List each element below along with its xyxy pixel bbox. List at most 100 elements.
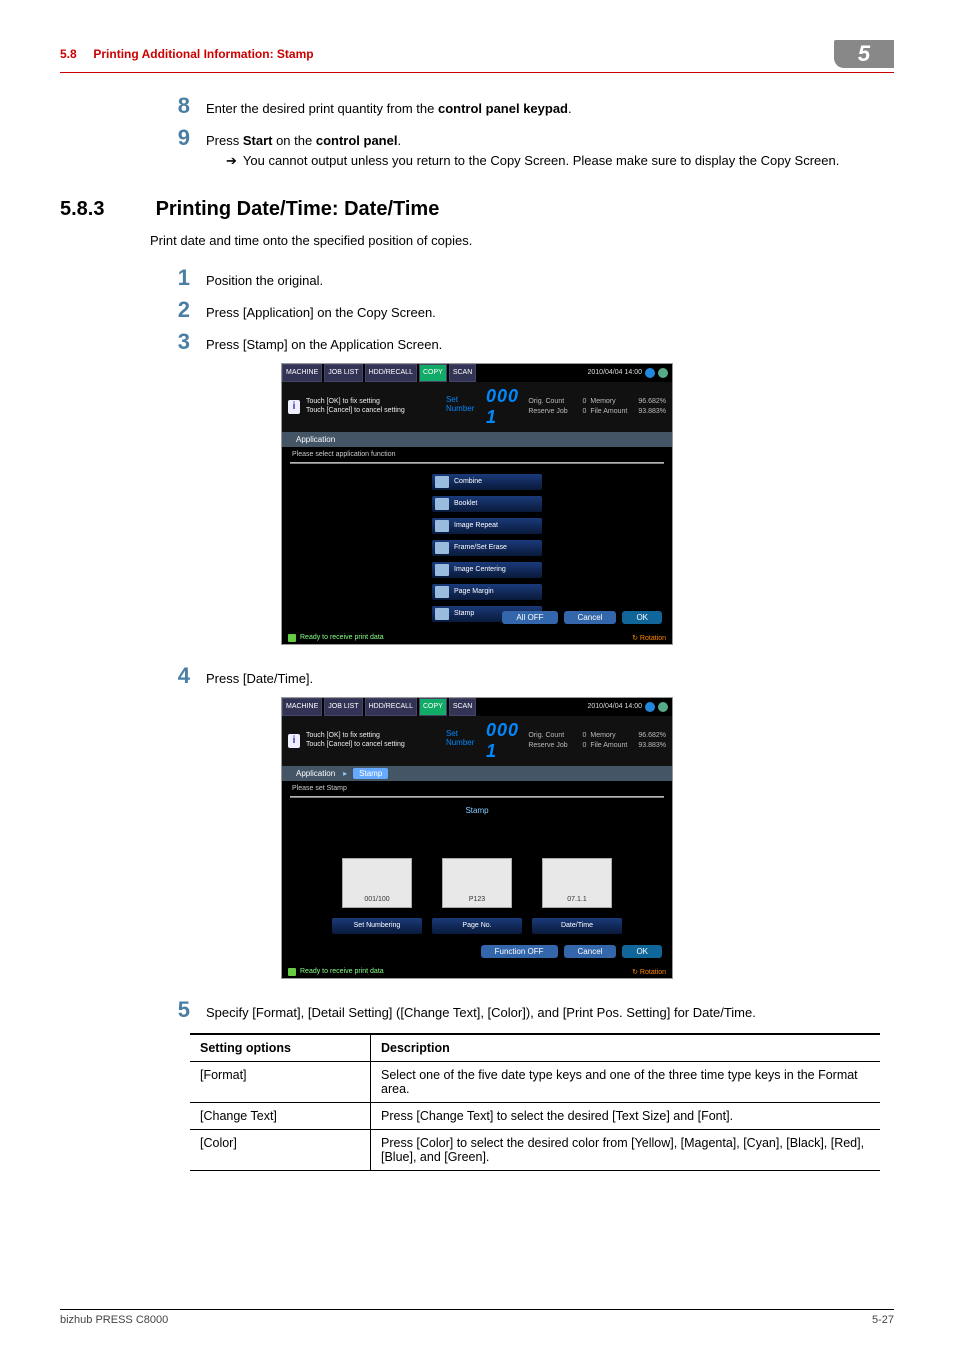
app-btn-icon [435, 542, 449, 554]
ss2-status: Ready to receive print data [288, 968, 384, 976]
step-num: 5 [150, 997, 190, 1023]
eject-icon[interactable] [658, 702, 668, 712]
app-btn-page-margin[interactable]: Page Margin [432, 584, 542, 600]
all-off-button[interactable]: All OFF [502, 611, 557, 624]
table-row: [Change Text]Press [Change Text] to sele… [190, 1102, 880, 1129]
section-intro: Print date and time onto the specified p… [150, 231, 894, 251]
tab-copy[interactable]: COPY [419, 698, 447, 716]
ok-button[interactable]: OK [622, 611, 662, 624]
footer-right: 5-27 [872, 1314, 894, 1326]
app-btn-icon [435, 586, 449, 598]
ss2-footer: Function OFF Cancel OK [481, 945, 662, 958]
ss2-crumb2: Stamp [353, 768, 388, 779]
step-3: 3Press [Stamp] on the Application Screen… [150, 329, 894, 355]
section-num: 5.8.3 [60, 198, 150, 221]
ok-button[interactable]: OK [622, 945, 662, 958]
step-num: 4 [150, 663, 190, 689]
set-number: Set Number 000 1 [446, 720, 528, 762]
info-icon: i [288, 400, 300, 414]
step-num: 9 [150, 125, 190, 151]
tab-machine[interactable]: MACHINE [282, 364, 322, 382]
app-btn-icon [435, 476, 449, 488]
app-btn-image-centering[interactable]: Image Centering [432, 562, 542, 578]
help-icon[interactable] [645, 368, 655, 378]
app-btn-image-repeat[interactable]: Image Repeat [432, 518, 542, 534]
app-btn-frame-set-erase[interactable]: Frame/Set Erase [432, 540, 542, 556]
app-btn-combine[interactable]: Combine [432, 474, 542, 490]
tab-hdd/recall[interactable]: HDD/RECALL [365, 364, 417, 382]
page: 5.8 Printing Additional Information: Sta… [0, 0, 954, 1350]
cancel-button[interactable]: Cancel [564, 945, 617, 958]
set-number: Set Number 000 1 [446, 386, 528, 428]
section-title: Printing Date/Time: Date/Time [156, 198, 440, 220]
tab-scan[interactable]: SCAN [449, 698, 476, 716]
step-body: Press Start on the control panel.You can… [206, 125, 894, 170]
step-body: Press [Date/Time]. [206, 663, 894, 689]
ss1-footer: All OFF Cancel OK [502, 611, 662, 624]
ss-datetime: 2010/04/04 14:00 [588, 364, 673, 382]
eject-icon[interactable] [658, 368, 668, 378]
tab-machine[interactable]: MACHINE [282, 698, 322, 716]
step-num: 2 [150, 297, 190, 323]
step-8: 8Enter the desired print quantity from t… [150, 93, 894, 119]
step-num: 1 [150, 265, 190, 291]
td-desc: Press [Change Text] to select the desire… [371, 1102, 881, 1129]
ss2-rotation: ↻ Rotation [632, 968, 666, 976]
stamp-card: P123 [442, 858, 512, 908]
th-options: Setting options [190, 1034, 371, 1062]
info-line1: Touch [OK] to fix setting [306, 732, 426, 740]
settings-table: Setting options Description [Format]Sele… [190, 1033, 880, 1171]
page-header: 5.8 Printing Additional Information: Sta… [60, 40, 894, 68]
tab-copy[interactable]: COPY [419, 364, 447, 382]
ss1-tabs: MACHINEJOB LISTHDD/RECALLCOPYSCAN 2010/04… [282, 364, 672, 382]
steps-top: 8Enter the desired print quantity from t… [60, 93, 894, 170]
info-line2: Touch [Cancel] to cancel setting [306, 741, 426, 749]
setnum-label: Set Number [446, 729, 482, 747]
steps-a: 1 Position the original. 2 Press [Applicati… [60, 265, 894, 355]
setnum-value: 000 1 [486, 386, 528, 428]
app-btn-icon [435, 608, 449, 620]
app-btn-icon [435, 498, 449, 510]
page-footer: bizhub PRESS C8000 5-27 [60, 1309, 894, 1326]
stamp-title: Stamp [465, 806, 488, 815]
td-option: [Format] [190, 1061, 371, 1102]
step-note: You cannot output unless you return to t… [226, 151, 894, 171]
step-body: Press [Stamp] on the Application Screen. [206, 329, 894, 355]
step-body: Specify [Format], [Detail Setting] ([Cha… [206, 997, 894, 1023]
tab-job list[interactable]: JOB LIST [324, 698, 362, 716]
tab-scan[interactable]: SCAN [449, 364, 476, 382]
step-body: Press [Application] on the Copy Screen. [206, 297, 894, 323]
ss1-info-bar: i Touch [OK] to fix setting Touch [Cance… [282, 382, 672, 432]
setnum-label: Set Number [446, 395, 482, 413]
td-desc: Select one of the five date type keys an… [371, 1061, 881, 1102]
tab-hdd/recall[interactable]: HDD/RECALL [365, 698, 417, 716]
app-btn-icon [435, 520, 449, 532]
app-btn-icon [435, 564, 449, 576]
th-description: Description [371, 1034, 881, 1062]
stamp-btn-set-numbering[interactable]: Set Numbering [332, 918, 422, 934]
td-option: [Color] [190, 1129, 371, 1170]
step-body: Enter the desired print quantity from th… [206, 93, 894, 119]
header-section-ref: 5.8 Printing Additional Information: Sta… [60, 47, 314, 61]
help-icon[interactable] [645, 702, 655, 712]
ss1-status: Ready to receive print data [288, 634, 384, 642]
cancel-button[interactable]: Cancel [564, 611, 617, 624]
stamp-btn-page-no-[interactable]: Page No. [432, 918, 522, 934]
screenshot-application: MACHINEJOB LISTHDD/RECALLCOPYSCAN 2010/04… [281, 363, 673, 645]
section-ref-num: 5.8 [60, 47, 77, 61]
app-btn-booklet[interactable]: Booklet [432, 496, 542, 512]
ss1-subtitle: Please select application function [282, 447, 672, 462]
tab-job list[interactable]: JOB LIST [324, 364, 362, 382]
ss2-subtitle: Please set Stamp [282, 781, 672, 796]
chapter-number-box: 5 [834, 40, 894, 68]
step-body: Position the original. [206, 265, 894, 291]
ss1-info-right: Orig. Count0Memory96.682% Reserve Job0Fi… [528, 397, 666, 415]
step-1: 1 Position the original. [150, 265, 894, 291]
td-desc: Press [Color] to select the desired colo… [371, 1129, 881, 1170]
ss1-breadcrumb: Application [282, 432, 672, 447]
ss2-info-right: Orig. Count0Memory96.682% Reserve Job0Fi… [528, 731, 666, 749]
function-off-button[interactable]: Function OFF [481, 945, 558, 958]
ss2-info-text: Touch [OK] to fix setting Touch [Cancel]… [306, 732, 426, 749]
step-9: 9 Press Start on the control panel.You ca… [150, 125, 894, 170]
stamp-btn-date-time[interactable]: Date/Time [532, 918, 622, 934]
